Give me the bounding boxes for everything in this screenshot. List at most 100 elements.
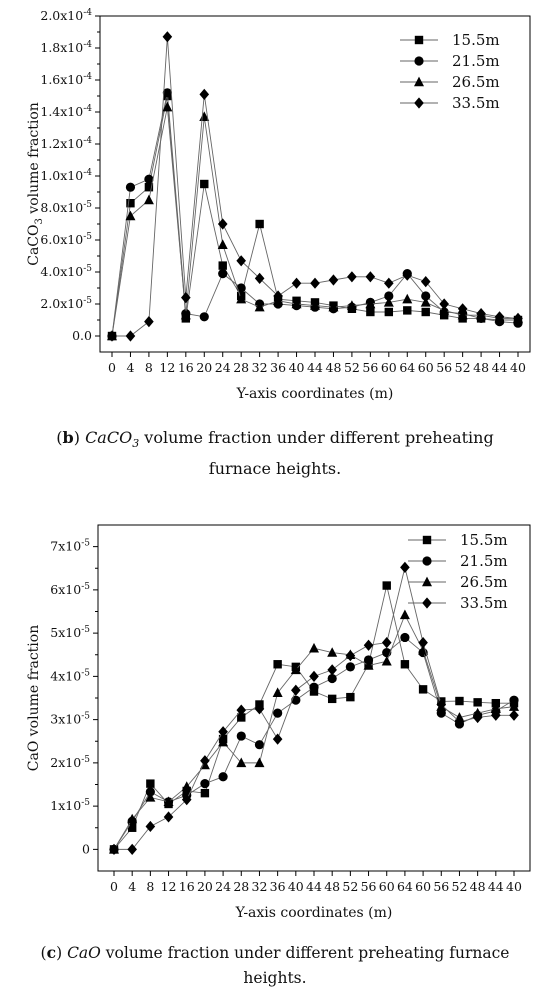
data-point bbox=[180, 309, 191, 320]
data-point bbox=[236, 731, 246, 741]
data-point bbox=[290, 664, 301, 675]
data-point bbox=[418, 637, 428, 649]
data-point bbox=[272, 733, 283, 745]
legend-label: 26.5m bbox=[452, 73, 500, 91]
y-tick-label: 6.0x10-5 bbox=[40, 232, 92, 247]
data-point bbox=[436, 698, 447, 711]
x-tick-label: 44 bbox=[306, 879, 322, 894]
data-point bbox=[181, 781, 192, 791]
data-point bbox=[402, 293, 413, 304]
data-point bbox=[346, 692, 355, 702]
x-tick-label: 44 bbox=[307, 360, 323, 375]
legend-marker bbox=[414, 35, 424, 45]
data-point bbox=[126, 199, 135, 208]
data-point bbox=[273, 708, 283, 718]
data-point bbox=[218, 269, 228, 279]
y-tick-label: 7x10-5 bbox=[50, 539, 90, 554]
x-tick-label: 64 bbox=[399, 360, 415, 375]
y-tick-label: 2x10-5 bbox=[50, 755, 90, 770]
x-tick-label: 12 bbox=[159, 360, 175, 375]
caption-c-line1: (c) CaO volume fraction under different … bbox=[40, 943, 510, 962]
x-tick-label: 56 bbox=[361, 879, 377, 894]
data-point bbox=[200, 788, 210, 798]
data-point bbox=[254, 301, 265, 312]
data-point bbox=[365, 271, 376, 283]
y-axis-label: CaO volume fraction bbox=[26, 625, 42, 771]
data-point bbox=[218, 261, 227, 270]
caption-b: (b) CaCO3 volume fraction under differen… bbox=[0, 425, 550, 481]
data-point bbox=[363, 655, 374, 665]
data-point bbox=[146, 779, 155, 788]
x-tick-label: 28 bbox=[233, 879, 249, 894]
caption-c: (c) CaO volume fraction under different … bbox=[0, 940, 550, 991]
data-point bbox=[144, 183, 154, 192]
data-point bbox=[145, 787, 155, 797]
y-tick-label: 4x10-5 bbox=[50, 668, 90, 683]
data-point bbox=[199, 312, 209, 322]
x-tick-label: 56 bbox=[362, 360, 378, 375]
data-point bbox=[125, 210, 136, 221]
data-point bbox=[254, 757, 265, 768]
data-point bbox=[127, 813, 138, 824]
legend-marker bbox=[422, 535, 432, 545]
x-tick-label: 52 bbox=[452, 879, 468, 894]
data-point bbox=[217, 239, 228, 249]
x-tick-label: 32 bbox=[252, 879, 268, 894]
x-axis-label: Y-axis coordinates (m) bbox=[236, 386, 394, 402]
data-point bbox=[384, 307, 394, 317]
data-point bbox=[328, 301, 339, 312]
x-tick-label: 56 bbox=[436, 360, 452, 375]
series-line bbox=[113, 585, 514, 850]
x-tick-label: 40 bbox=[288, 879, 304, 894]
x-tick-label: 24 bbox=[215, 360, 231, 375]
data-point bbox=[457, 309, 468, 320]
data-point bbox=[162, 88, 172, 98]
data-point bbox=[200, 755, 210, 767]
x-tick-label: 48 bbox=[473, 360, 489, 375]
data-point bbox=[421, 291, 431, 301]
x-tick-label: 48 bbox=[324, 879, 340, 894]
data-point bbox=[162, 31, 173, 43]
data-point bbox=[327, 664, 337, 676]
data-point bbox=[363, 639, 374, 651]
data-point bbox=[455, 696, 464, 706]
x-tick-label: 20 bbox=[197, 879, 213, 894]
data-point bbox=[418, 685, 428, 694]
x-tick-label: 48 bbox=[470, 879, 486, 894]
data-point bbox=[309, 682, 319, 692]
data-point bbox=[162, 101, 173, 112]
x-tick-label: 16 bbox=[178, 360, 194, 375]
data-point bbox=[145, 820, 156, 833]
x-tick-label: 64 bbox=[397, 879, 413, 894]
data-point bbox=[399, 609, 410, 620]
x-tick-label: 20 bbox=[196, 360, 212, 375]
data-point bbox=[346, 300, 357, 310]
data-point bbox=[491, 709, 501, 721]
data-point bbox=[237, 713, 246, 722]
x-tick-label: 60 bbox=[379, 879, 395, 894]
x-tick-label: 0 bbox=[110, 879, 118, 894]
legend: 15.5m 21.5m 26.5m 33.5m bbox=[408, 531, 508, 612]
data-point bbox=[384, 277, 394, 289]
data-point bbox=[143, 194, 154, 205]
x-tick-label: 52 bbox=[344, 360, 360, 375]
data-point bbox=[200, 179, 209, 189]
x-tick-label: 60 bbox=[418, 360, 434, 375]
data-point bbox=[163, 796, 174, 806]
caption-c-species: CaO bbox=[67, 944, 101, 962]
x-axis-label: Y-axis coordinates (m) bbox=[235, 905, 393, 921]
legend-label: 15.5m bbox=[460, 531, 508, 549]
data-point bbox=[494, 311, 505, 323]
data-point bbox=[236, 283, 246, 293]
data-point bbox=[254, 272, 265, 284]
data-point bbox=[403, 306, 412, 315]
data-point bbox=[347, 271, 357, 283]
legend: 15.5m 21.5m 26.5m 33.5m bbox=[400, 31, 500, 112]
data-point bbox=[509, 695, 519, 705]
y-tick-label: 1.8x10-4 bbox=[40, 40, 92, 55]
data-point bbox=[109, 843, 119, 855]
data-point bbox=[236, 255, 246, 267]
data-point bbox=[327, 673, 337, 684]
data-point bbox=[476, 308, 486, 320]
data-point bbox=[420, 297, 431, 307]
